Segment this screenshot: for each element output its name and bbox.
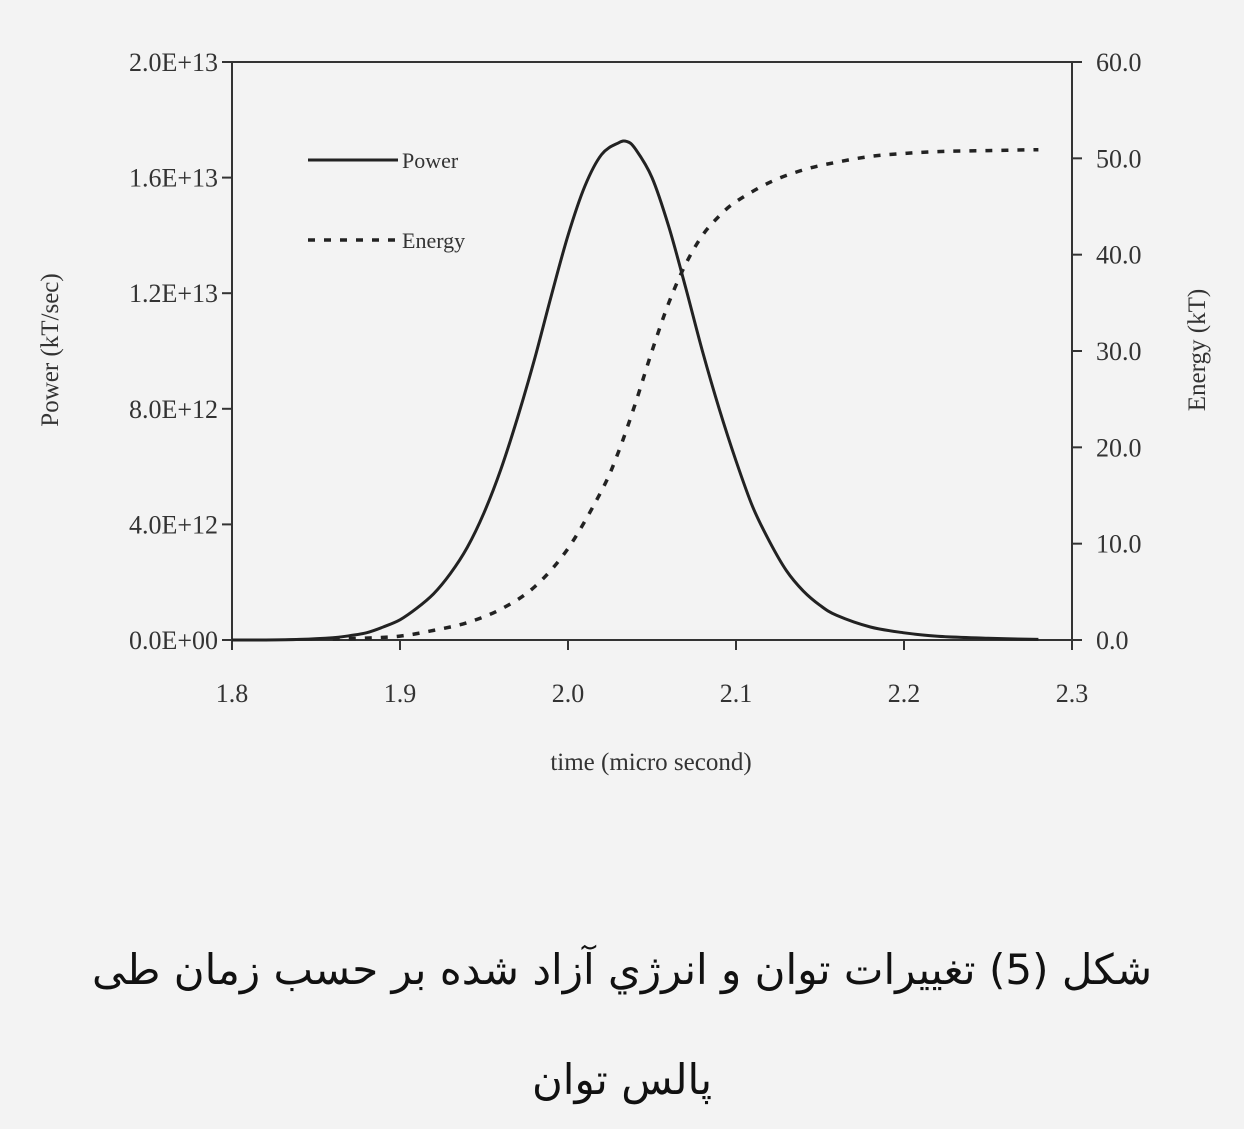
series-line-power xyxy=(231,139,1039,642)
series-layer xyxy=(231,139,1039,642)
right-y-axis-title: Energy (kT) xyxy=(1184,289,1211,411)
right-y-tick-label: 40.0 xyxy=(1096,241,1142,270)
left-y-tick-label: 4.0E+12 xyxy=(129,510,218,539)
left-y-tick-label: 0.0E+00 xyxy=(129,626,218,655)
plot-frame xyxy=(231,61,1073,641)
x-tick-label: 2.0 xyxy=(552,679,585,708)
figure-caption-line-2: پالس توان xyxy=(531,1055,713,1104)
right-y-axis-ticks: 0.0 10.0 20.0 30.0 40.0 50.0 60.0 xyxy=(1072,48,1142,655)
left-y-axis-title: Power (kT/sec) xyxy=(37,273,64,426)
left-y-tick-label: 2.0E+13 xyxy=(129,48,218,77)
left-y-tick-label: 1.6E+13 xyxy=(129,164,218,193)
left-y-tick-label: 8.0E+12 xyxy=(129,395,218,424)
right-y-tick-label: 10.0 xyxy=(1096,530,1142,559)
legend: Power Energy xyxy=(308,148,465,253)
x-tick-label: 2.3 xyxy=(1056,679,1089,708)
x-axis-ticks: 1.8 1.9 2.0 2.1 2.2 2.3 xyxy=(216,640,1089,708)
left-y-tick-label: 1.2E+13 xyxy=(129,279,218,308)
legend-label-energy: Energy xyxy=(402,228,465,253)
right-y-tick-label: 20.0 xyxy=(1096,433,1142,462)
right-y-tick-label: 0.0 xyxy=(1096,626,1129,655)
left-y-axis-ticks: 0.0E+00 4.0E+12 8.0E+12 1.2E+13 1.6E+13 2.0E+… xyxy=(129,48,232,655)
x-tick-label: 2.2 xyxy=(888,679,921,708)
right-y-tick-label: 50.0 xyxy=(1096,144,1142,173)
x-tick-label: 2.1 xyxy=(720,679,753,708)
x-tick-label: 1.9 xyxy=(384,679,417,708)
chart: 1.8 1.9 2.0 2.1 2.2 2.3 0.0E+00 4.0E+12 8.0E+12… xyxy=(37,48,1211,776)
x-tick-label: 1.8 xyxy=(216,679,249,708)
legend-label-power: Power xyxy=(402,148,459,173)
series-line-energy xyxy=(332,147,1039,641)
figure-caption-line-1: شکل (5) تغييرات توان و انرژي آزاد شده بر… xyxy=(91,945,1153,994)
right-y-tick-label: 30.0 xyxy=(1096,337,1142,366)
right-y-tick-label: 60.0 xyxy=(1096,48,1142,77)
plot-border xyxy=(231,61,1073,641)
x-axis-title: time (micro second) xyxy=(550,749,751,776)
